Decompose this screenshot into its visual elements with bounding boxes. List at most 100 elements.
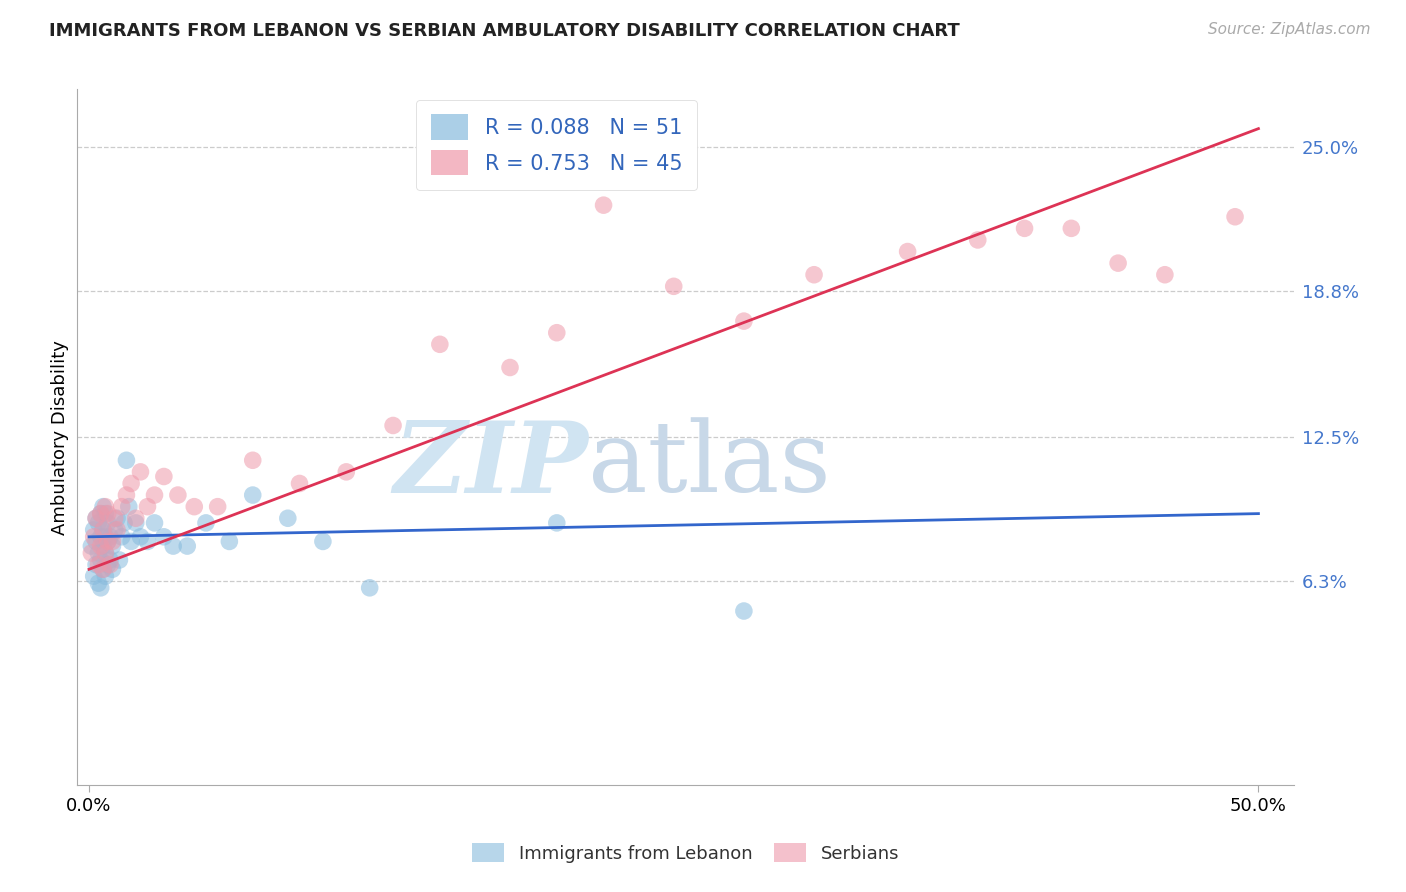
Point xyxy=(242,488,264,502)
Point xyxy=(104,523,127,537)
Text: IMMIGRANTS FROM LEBANON VS SERBIAN AMBULATORY DISABILITY CORRELATION CHART: IMMIGRANTS FROM LEBANON VS SERBIAN AMBUL… xyxy=(49,22,960,40)
Point xyxy=(153,469,176,483)
Point xyxy=(115,453,138,467)
Text: Source: ZipAtlas.com: Source: ZipAtlas.com xyxy=(1208,22,1371,37)
Point xyxy=(662,279,685,293)
Point xyxy=(80,539,103,553)
Point xyxy=(592,198,614,212)
Point xyxy=(176,539,198,553)
Point xyxy=(1014,221,1036,235)
Point xyxy=(104,511,127,525)
Point xyxy=(94,546,117,560)
Point xyxy=(546,326,568,340)
Point xyxy=(101,562,124,576)
Point xyxy=(91,523,114,537)
Point xyxy=(101,539,124,553)
Point xyxy=(359,581,381,595)
Point xyxy=(90,507,112,521)
Point xyxy=(84,511,107,525)
Y-axis label: Ambulatory Disability: Ambulatory Disability xyxy=(51,340,69,534)
Point xyxy=(129,530,152,544)
Point xyxy=(80,546,103,560)
Point xyxy=(111,530,134,544)
Point xyxy=(194,516,217,530)
Point xyxy=(90,539,112,553)
Point xyxy=(1223,210,1246,224)
Point xyxy=(90,553,112,567)
Point xyxy=(429,337,451,351)
Point xyxy=(108,553,131,567)
Point xyxy=(120,534,142,549)
Point xyxy=(218,534,240,549)
Point xyxy=(98,553,121,567)
Point xyxy=(91,500,114,514)
Point xyxy=(112,516,135,530)
Point xyxy=(83,523,105,537)
Point xyxy=(97,534,120,549)
Point xyxy=(546,516,568,530)
Point xyxy=(84,534,107,549)
Point xyxy=(733,604,755,618)
Point xyxy=(87,546,110,560)
Point xyxy=(83,569,105,583)
Point xyxy=(97,558,120,572)
Point xyxy=(183,500,205,514)
Point xyxy=(120,476,142,491)
Point xyxy=(1107,256,1129,270)
Point xyxy=(94,546,117,560)
Point xyxy=(91,523,114,537)
Point xyxy=(84,558,107,572)
Point xyxy=(167,488,190,502)
Point xyxy=(90,507,112,521)
Point xyxy=(83,530,105,544)
Point xyxy=(966,233,988,247)
Point xyxy=(136,500,159,514)
Point xyxy=(136,534,159,549)
Legend: Immigrants from Lebanon, Serbians: Immigrants from Lebanon, Serbians xyxy=(464,836,907,870)
Point xyxy=(90,581,112,595)
Point xyxy=(125,511,148,525)
Point xyxy=(97,534,120,549)
Point xyxy=(111,500,134,514)
Point xyxy=(288,476,311,491)
Point xyxy=(94,569,117,583)
Point xyxy=(312,534,335,549)
Point xyxy=(94,500,117,514)
Point xyxy=(91,562,114,576)
Point xyxy=(1154,268,1177,282)
Text: atlas: atlas xyxy=(588,417,831,513)
Point xyxy=(129,465,152,479)
Point xyxy=(1060,221,1083,235)
Point xyxy=(277,511,299,525)
Point xyxy=(118,500,141,514)
Point xyxy=(143,488,166,502)
Point xyxy=(87,558,110,572)
Point xyxy=(87,576,110,591)
Point xyxy=(87,516,110,530)
Point xyxy=(162,539,184,553)
Point xyxy=(105,511,128,525)
Point xyxy=(143,516,166,530)
Point xyxy=(97,507,120,521)
Point xyxy=(115,488,138,502)
Point xyxy=(335,465,357,479)
Point xyxy=(499,360,522,375)
Point xyxy=(105,523,128,537)
Point xyxy=(897,244,920,259)
Point xyxy=(98,530,121,544)
Point xyxy=(98,558,121,572)
Point xyxy=(94,530,117,544)
Point xyxy=(207,500,229,514)
Point xyxy=(242,453,264,467)
Text: ZIP: ZIP xyxy=(394,417,588,513)
Point xyxy=(382,418,405,433)
Point xyxy=(733,314,755,328)
Point xyxy=(91,562,114,576)
Point xyxy=(803,268,825,282)
Point xyxy=(84,511,107,525)
Point xyxy=(94,507,117,521)
Point xyxy=(90,530,112,544)
Point xyxy=(97,516,120,530)
Point xyxy=(91,539,114,553)
Point xyxy=(153,530,176,544)
